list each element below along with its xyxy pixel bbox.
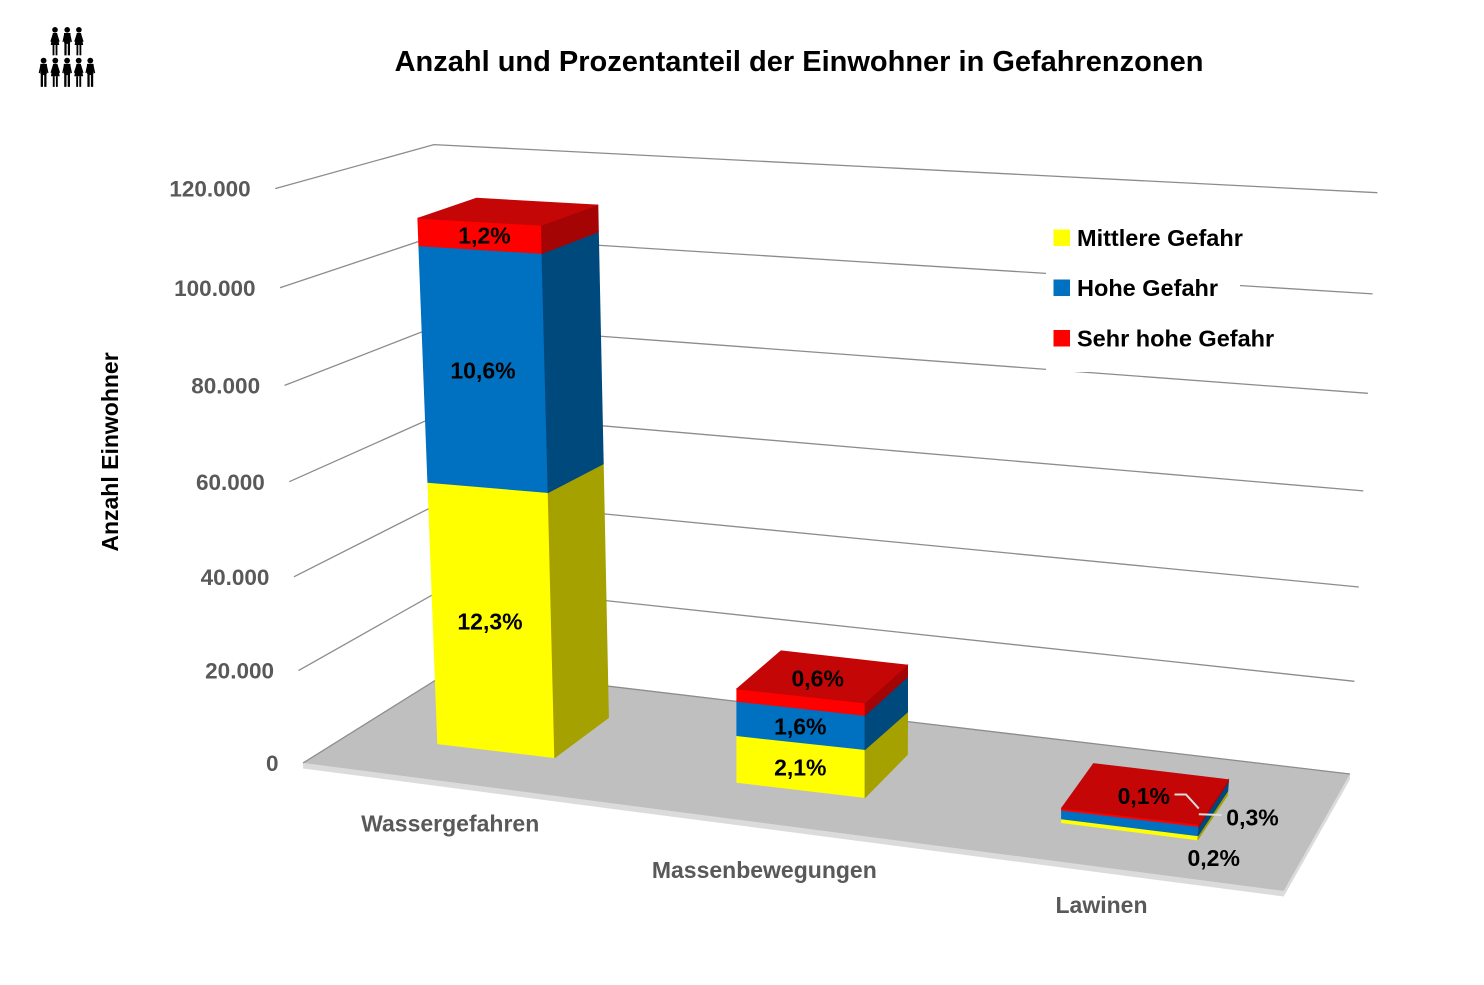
svg-text:0: 0 [266,751,279,776]
svg-text:12,3%: 12,3% [457,608,522,634]
svg-text:0,2%: 0,2% [1187,845,1239,871]
svg-text:Massenbewegungen: Massenbewegungen [652,857,877,883]
svg-text:Anzahl Einwohner: Anzahl Einwohner [97,352,123,551]
svg-text:0,3%: 0,3% [1226,804,1278,830]
svg-text:80.000: 80.000 [191,374,260,399]
svg-text:1,6%: 1,6% [774,714,826,740]
svg-text:Sehr hohe Gefahr: Sehr hohe Gefahr [1077,326,1274,352]
svg-text:10,6%: 10,6% [450,357,515,383]
svg-text:20.000: 20.000 [205,659,274,684]
svg-text:0,6%: 0,6% [791,665,843,691]
svg-text:Wassergefahren: Wassergefahren [361,810,539,836]
svg-text:0,1%: 0,1% [1118,783,1170,809]
svg-text:2,1%: 2,1% [774,755,826,781]
svg-text:100.000: 100.000 [174,276,255,301]
svg-text:Lawinen: Lawinen [1055,892,1147,918]
svg-text:40.000: 40.000 [201,565,270,590]
svg-text:Anzahl und Prozentanteil der E: Anzahl und Prozentanteil der Einwohner i… [395,46,1204,78]
svg-text:1,2%: 1,2% [458,222,510,248]
svg-text:60.000: 60.000 [196,470,265,495]
svg-text:Hohe Gefahr: Hohe Gefahr [1077,275,1218,301]
svg-text:120.000: 120.000 [169,177,250,202]
svg-text:Mittlere Gefahr: Mittlere Gefahr [1077,225,1243,251]
